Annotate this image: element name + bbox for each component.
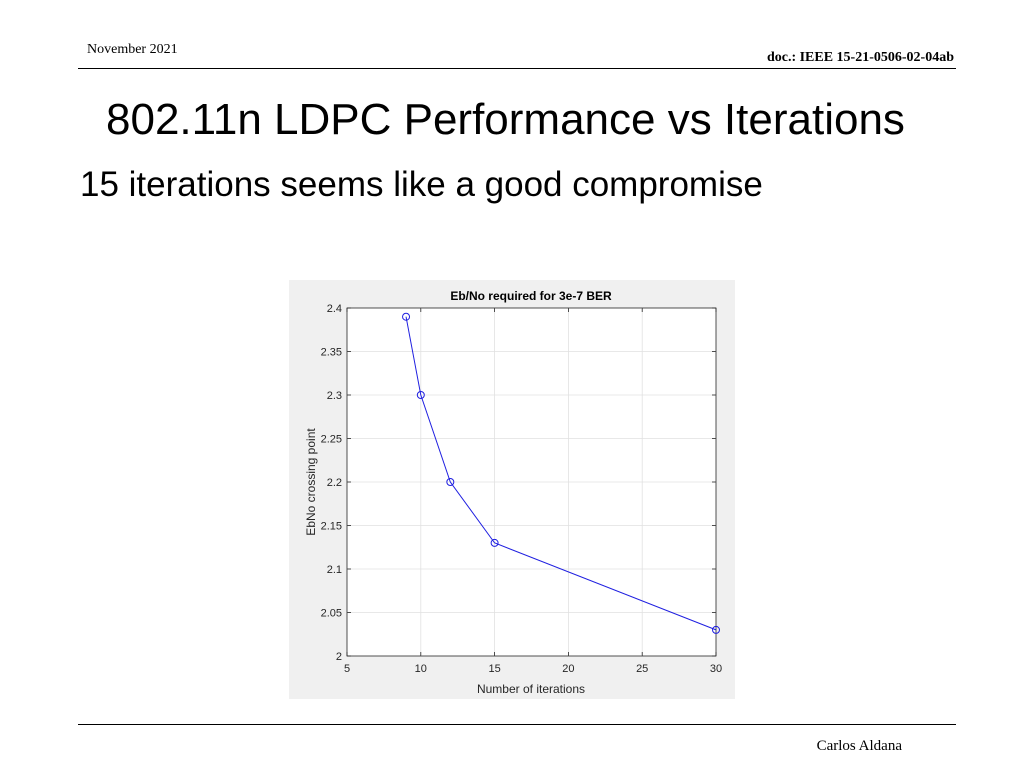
chart-figure: 5 10 15 20 25 30 2 2.05 2.1 2.15 2.2 2.25 2.3 2.35 2.4… [289, 280, 735, 699]
x-axis-label: Number of iterations [477, 682, 585, 696]
data-point-marker [416, 391, 425, 399]
y-tick-label: 2.1 [327, 564, 342, 576]
x-tick-label: 25 [636, 663, 648, 675]
series-line [405, 316, 717, 631]
footer-author: Carlos Aldana [816, 738, 902, 754]
y-tick-label: 2.35 [321, 347, 342, 359]
grid-lines [347, 308, 716, 656]
slide-subtitle: 15 iterations seems like a good compromi… [80, 165, 763, 204]
y-tick-label: 2.3 [327, 390, 342, 402]
y-tick-label: 2.25 [321, 434, 342, 446]
data-point-marker [712, 625, 720, 634]
data-point-marker [490, 538, 499, 547]
data-point-marker [446, 478, 455, 486]
y-tick-label: 2 [336, 651, 342, 663]
axis-ticks: 5 10 15 20 25 30 2 2.05 2.1 2.15 2.2 2.25 2.3 2.35 2.4 [321, 303, 723, 675]
y-tick-label: 2.15 [321, 521, 342, 533]
y-tick-label: 2.4 [327, 303, 342, 315]
header-doc-id: doc.: IEEE 15-21-0506-02-04ab [766, 50, 954, 65]
x-tick-label: 15 [488, 663, 500, 675]
header-date: November 2021 [87, 42, 178, 57]
data-point-marker [402, 312, 411, 321]
x-tick-label: 20 [562, 663, 574, 675]
data-series [402, 312, 720, 634]
footer-divider [78, 724, 956, 725]
y-axis-label: EbNo crossing point [304, 428, 318, 536]
x-tick-label: 10 [415, 663, 427, 675]
x-tick-label: 5 [344, 663, 350, 675]
x-tick-label: 30 [710, 663, 722, 675]
y-tick-label: 2.2 [327, 477, 342, 489]
slide-title: 802.11n LDPC Performance vs Iterations [106, 95, 905, 144]
line-chart: 5 10 15 20 25 30 2 2.05 2.1 2.15 2.2 2.25 2.3 2.35 2.4… [304, 289, 723, 696]
chart-title: Eb/No required for 3e-7 BER [450, 289, 612, 303]
header-divider [78, 68, 956, 69]
y-tick-label: 2.05 [321, 608, 342, 620]
